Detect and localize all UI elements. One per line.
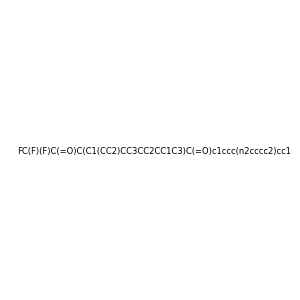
Text: FC(F)(F)C(=O)C(C1(CC2)CC3CC2CC1C3)C(=O)c1ccc(n2cccc2)cc1: FC(F)(F)C(=O)C(C1(CC2)CC3CC2CC1C3)C(=O)c… xyxy=(17,147,291,156)
